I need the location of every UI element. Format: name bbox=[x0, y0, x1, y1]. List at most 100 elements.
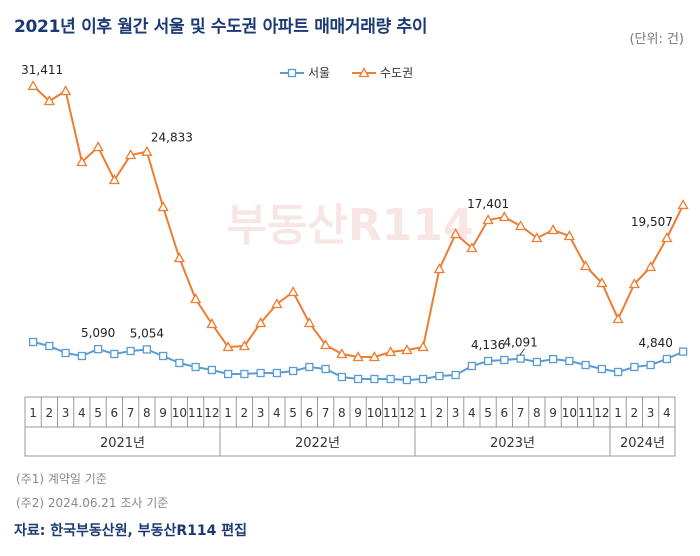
month-tick-label: 10 bbox=[562, 406, 577, 420]
seoul-point bbox=[110, 349, 119, 359]
capital-point bbox=[385, 346, 397, 357]
month-tick-label: 2 bbox=[46, 406, 54, 420]
legend-marker-capital bbox=[358, 67, 370, 78]
capital-point bbox=[547, 224, 559, 235]
seoul-point bbox=[191, 362, 200, 372]
seoul-point bbox=[272, 368, 282, 378]
legend-label-capital: 수도권 bbox=[380, 66, 413, 80]
footnote-2: (주2) 2024.06.21 조사 기준 bbox=[16, 496, 169, 510]
capital-point bbox=[141, 145, 153, 156]
seoul-point bbox=[678, 347, 688, 356]
month-tick-label: 1 bbox=[29, 406, 37, 420]
seoul-point bbox=[565, 356, 574, 366]
month-tick-label: 6 bbox=[111, 406, 119, 420]
data-label: 4,840 bbox=[639, 336, 673, 350]
capital-point bbox=[303, 317, 315, 328]
capital-point bbox=[60, 85, 72, 96]
capital-point bbox=[628, 278, 640, 289]
data-label: 24,833 bbox=[151, 131, 193, 145]
seoul-point bbox=[581, 360, 590, 370]
month-tick-label: 4 bbox=[468, 406, 476, 420]
seoul-point bbox=[61, 348, 70, 358]
data-label: 19,507 bbox=[631, 215, 673, 229]
capital-point bbox=[27, 80, 39, 91]
seoul-point bbox=[662, 354, 672, 364]
seoul-point bbox=[305, 362, 314, 372]
seoul-point bbox=[28, 337, 38, 347]
seoul-point bbox=[532, 357, 542, 367]
month-tick-label: 12 bbox=[399, 406, 414, 420]
month-tick-label: 2 bbox=[631, 406, 639, 420]
capital-point bbox=[417, 341, 429, 352]
month-tick-label: 12 bbox=[594, 406, 609, 420]
seoul-point bbox=[240, 369, 249, 379]
month-tick-label: 3 bbox=[452, 406, 460, 420]
month-tick-label: 3 bbox=[647, 406, 655, 420]
capital-point bbox=[157, 201, 169, 212]
seoul-point bbox=[45, 341, 54, 351]
month-tick-label: 4 bbox=[273, 406, 281, 420]
year-label: 2021년 bbox=[100, 436, 145, 451]
seoul-point bbox=[321, 364, 330, 374]
watermark: 부동산R114 bbox=[226, 200, 473, 251]
watermark-text: 부동산R114 bbox=[226, 200, 473, 251]
capital-point bbox=[352, 351, 364, 362]
data-label: 4,091 bbox=[503, 336, 537, 350]
capital-point bbox=[190, 293, 202, 304]
capital-point bbox=[515, 220, 527, 231]
capital-point bbox=[125, 149, 137, 160]
capital-point bbox=[271, 298, 283, 309]
data-label: 17,401 bbox=[467, 197, 509, 211]
seoul-point bbox=[613, 367, 623, 377]
data-label: 5,054 bbox=[130, 326, 164, 340]
seoul-point bbox=[353, 374, 363, 384]
month-tick-label: 6 bbox=[306, 406, 314, 420]
capital-point bbox=[645, 261, 657, 272]
month-tick-label: 9 bbox=[549, 406, 557, 420]
seoul-point bbox=[207, 365, 217, 375]
month-tick-label: 9 bbox=[354, 406, 362, 420]
month-tick-label: 8 bbox=[533, 406, 541, 420]
data-label: 5,090 bbox=[81, 326, 115, 340]
seoul-point bbox=[467, 361, 477, 371]
legend-marker-seoul bbox=[287, 68, 297, 78]
footnote-1: (주1) 계약일 기준 bbox=[16, 472, 107, 486]
seoul-point bbox=[516, 354, 525, 363]
capital-point bbox=[466, 242, 478, 253]
month-tick-label: 10 bbox=[367, 406, 382, 420]
year-label: 2023년 bbox=[490, 436, 535, 451]
seoul-point bbox=[370, 374, 379, 384]
month-tick-label: 5 bbox=[289, 406, 297, 420]
month-tick-label: 12 bbox=[204, 406, 219, 420]
month-tick-label: 1 bbox=[224, 406, 232, 420]
legend-label-seoul: 서울 bbox=[308, 66, 330, 80]
month-tick-label: 9 bbox=[159, 406, 167, 420]
capital-point bbox=[368, 351, 380, 362]
month-tick-label: 5 bbox=[484, 406, 492, 420]
month-tick-label: 7 bbox=[517, 406, 525, 420]
month-tick-label: 4 bbox=[78, 406, 86, 420]
seoul-point bbox=[223, 369, 233, 379]
seoul-point bbox=[435, 371, 444, 381]
seoul-point bbox=[548, 354, 558, 364]
month-tick-label: 10 bbox=[172, 406, 187, 420]
year-label: 2024년 bbox=[620, 436, 665, 451]
month-tick-label: 8 bbox=[143, 406, 151, 420]
month-tick-label: 2 bbox=[241, 406, 249, 420]
capital-point bbox=[677, 199, 689, 210]
seoul-point bbox=[451, 370, 460, 380]
capital-point bbox=[108, 174, 120, 185]
capital-point bbox=[287, 286, 299, 297]
capital-point bbox=[563, 230, 575, 241]
seoul-point bbox=[288, 366, 298, 376]
month-tick-label: 1 bbox=[419, 406, 427, 420]
capital-point bbox=[255, 317, 267, 328]
chart-title: 2021년 이후 월간 서울 및 수도권 아파트 매매거래량 추이 bbox=[14, 17, 428, 37]
capital-point bbox=[498, 211, 510, 222]
seoul-point bbox=[337, 372, 347, 382]
seoul-point bbox=[597, 364, 607, 374]
seoul-point bbox=[77, 351, 87, 361]
seoul-point bbox=[630, 362, 639, 372]
seoul-point bbox=[500, 355, 509, 365]
